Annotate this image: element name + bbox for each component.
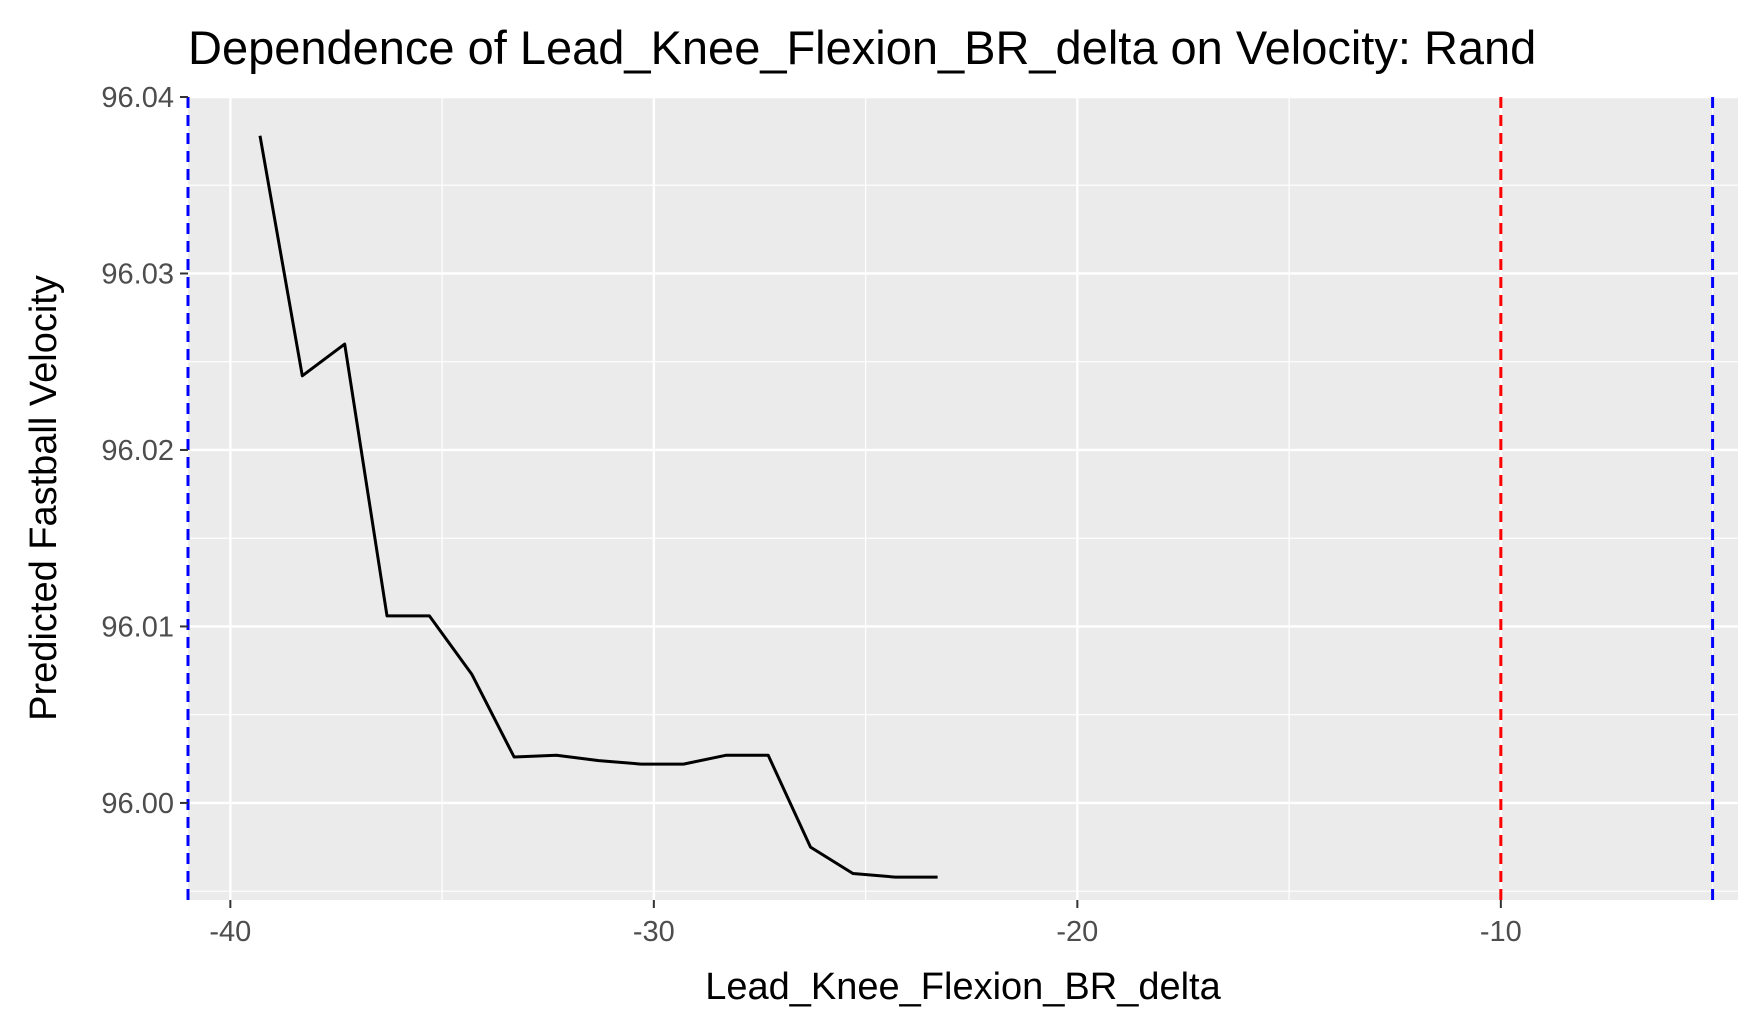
y-axis-title: Predicted Fastball Velocity: [23, 275, 65, 721]
y-tick-label: 96.04: [101, 82, 174, 114]
plot-panel: [188, 97, 1738, 900]
y-tick-label: 96.02: [101, 435, 174, 467]
x-axis-title: Lead_Knee_Flexion_BR_delta: [705, 966, 1221, 1008]
series-line: [258, 135, 938, 879]
x-tick-label: -40: [209, 916, 251, 948]
reference-lines: [186, 97, 1715, 900]
x-axis-ticks: -40 -30 -20 -10: [209, 900, 1522, 948]
x-tick-label: -10: [1480, 916, 1522, 948]
y-tick-label: 96.00: [101, 788, 174, 820]
y-axis-ticks: 96.00 96.01 96.02 96.03 96.04: [101, 82, 188, 820]
x-tick-label: -30: [633, 916, 675, 948]
x-tick-label: -20: [1056, 916, 1098, 948]
y-tick-label: 96.01: [101, 611, 174, 643]
chart-title: Dependence of Lead_Knee_Flexion_BR_delta…: [188, 21, 1536, 74]
y-tick-label: 96.03: [101, 258, 174, 290]
